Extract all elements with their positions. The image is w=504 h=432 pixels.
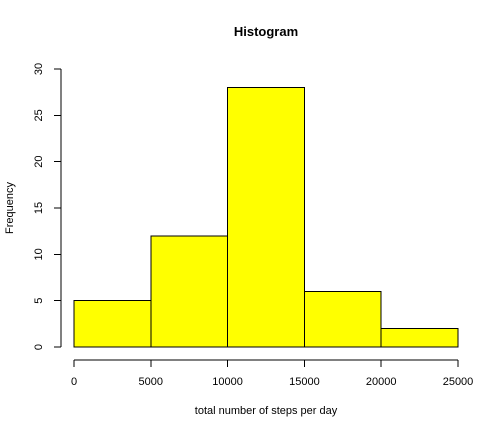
y-tick-label-5: 25 [33, 109, 45, 121]
histogram-bar-4 [380, 327, 459, 348]
x-axis: 0 5000 10000 15000 20000 25000 [71, 359, 474, 388]
x-axis-label: total number of steps per day [195, 405, 338, 417]
y-tick-label-0: 0 [33, 344, 45, 350]
y-tick-label-3: 15 [33, 202, 45, 214]
y-tick-label-6: 30 [33, 63, 45, 75]
y-axis: 0 5 10 15 20 25 30 [33, 63, 62, 350]
y-tick-label-2: 10 [33, 248, 45, 260]
x-tick-label-1: 5000 [139, 376, 163, 388]
histogram-bar-2 [227, 87, 305, 348]
y-tick-label-1: 5 [33, 298, 45, 304]
histogram-bar-0 [73, 300, 152, 348]
histogram-bar-1 [150, 235, 229, 348]
x-tick-label-3: 15000 [289, 376, 320, 388]
y-tick-label-4: 20 [33, 156, 45, 168]
chart-title: Histogram [234, 24, 298, 39]
y-axis-label: Frequency [4, 182, 16, 234]
bars-group [73, 87, 459, 348]
x-tick-label-2: 10000 [212, 376, 243, 388]
x-tick-label-5: 25000 [443, 376, 474, 388]
histogram-bar-3 [303, 290, 382, 348]
x-tick-label-4: 20000 [366, 376, 397, 388]
x-tick-label-0: 0 [71, 376, 77, 388]
